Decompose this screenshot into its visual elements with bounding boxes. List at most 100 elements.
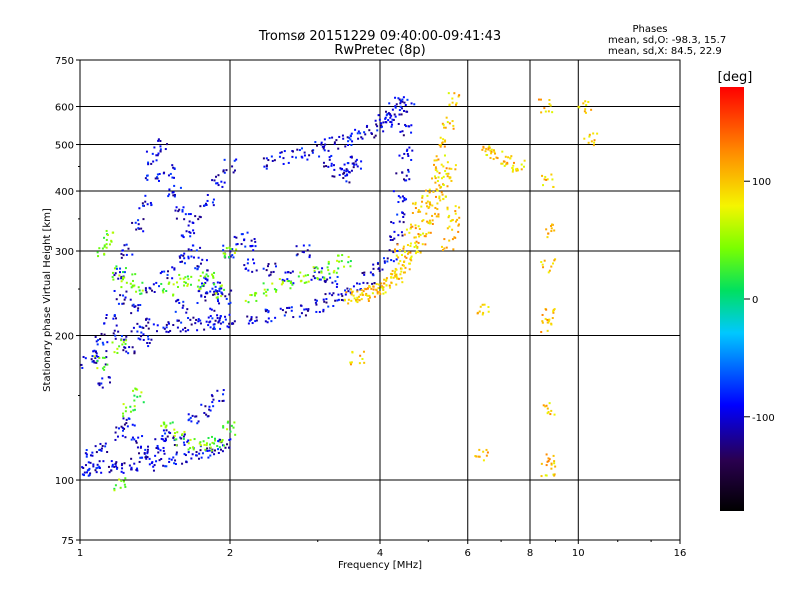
echo-point <box>442 197 445 200</box>
echo-point <box>94 335 97 338</box>
x-tick-label: 8 <box>527 548 533 559</box>
echo-point <box>481 148 484 151</box>
echo-point <box>181 234 184 237</box>
echo-point <box>108 471 111 474</box>
echo-point <box>119 294 122 297</box>
echo-point <box>144 200 147 203</box>
echo-point <box>401 100 404 103</box>
echo-point <box>428 205 431 208</box>
echo-point <box>231 254 234 257</box>
echo-point <box>328 272 331 275</box>
echo-point <box>394 96 397 99</box>
echo-point <box>231 165 234 168</box>
echo-point <box>266 265 269 268</box>
echo-point <box>221 399 224 402</box>
echo-point <box>549 413 552 416</box>
echo-point <box>321 145 324 148</box>
echo-point <box>175 217 178 220</box>
echo-point <box>213 283 216 286</box>
echo-point <box>183 218 186 221</box>
echo-point <box>112 278 115 281</box>
echo-point <box>144 448 147 451</box>
echo-point <box>546 178 549 181</box>
echo-point <box>139 292 142 295</box>
echo-point <box>550 173 553 176</box>
echo-point <box>231 322 234 325</box>
echo-point <box>217 320 220 323</box>
echo-point <box>392 276 395 279</box>
echo-point <box>455 102 458 105</box>
echo-point <box>434 206 437 209</box>
echo-point <box>145 317 148 320</box>
echo-point <box>389 235 392 238</box>
echo-point <box>450 219 453 222</box>
echo-point <box>146 203 149 206</box>
echo-point <box>458 216 461 219</box>
echo-point <box>104 363 107 366</box>
echo-point <box>376 292 379 295</box>
echo-point <box>323 277 326 280</box>
echo-point <box>173 184 176 187</box>
echo-point <box>116 347 119 350</box>
echo-point <box>99 442 102 445</box>
echo-point <box>147 163 150 166</box>
echo-point <box>270 320 273 323</box>
echo-point <box>157 152 160 155</box>
echo-point <box>204 202 207 205</box>
echo-point <box>349 260 352 263</box>
echo-point <box>85 455 88 458</box>
echo-point <box>361 293 364 296</box>
echo-point <box>295 245 298 248</box>
echo-point <box>96 360 99 363</box>
echo-point <box>308 154 311 157</box>
echo-point <box>187 413 190 416</box>
echo-point <box>235 243 238 246</box>
echo-point <box>223 444 226 447</box>
echo-point <box>414 236 417 239</box>
echo-point <box>208 449 211 452</box>
echo-point <box>481 313 484 316</box>
echo-point <box>494 152 497 155</box>
echo-point <box>380 285 383 288</box>
echo-point <box>401 281 404 284</box>
y-tick-label: 400 <box>55 187 74 198</box>
echo-point <box>207 456 210 459</box>
echo-point <box>226 325 229 328</box>
echo-point <box>105 246 108 249</box>
echo-point <box>127 247 130 250</box>
echo-point <box>169 329 172 332</box>
echo-point <box>105 317 108 320</box>
echo-point <box>202 285 205 288</box>
echo-point <box>496 157 499 160</box>
echo-point <box>443 238 446 241</box>
echo-point <box>210 449 213 452</box>
echo-point <box>168 193 171 196</box>
echo-point <box>348 136 351 139</box>
echo-point <box>476 312 479 315</box>
echo-point <box>349 265 352 268</box>
echo-point <box>286 306 289 309</box>
echo-point <box>167 174 170 177</box>
echo-point <box>356 289 359 292</box>
echo-point <box>377 267 380 270</box>
echo-point <box>203 204 206 207</box>
echo-point <box>189 213 192 216</box>
echo-point <box>551 262 554 265</box>
echo-point <box>503 164 506 167</box>
echo-point <box>187 442 190 445</box>
echo-point <box>404 250 407 253</box>
echo-point <box>421 220 424 223</box>
echo-point <box>294 156 297 159</box>
echo-point <box>386 113 389 116</box>
echo-point <box>139 456 142 459</box>
echo-point <box>337 254 340 257</box>
echo-point <box>546 460 549 463</box>
echo-point <box>82 355 85 358</box>
echo-point <box>98 449 101 452</box>
echo-point <box>516 167 519 170</box>
echo-point <box>321 267 324 270</box>
echo-point <box>437 215 440 218</box>
echo-point <box>152 469 155 472</box>
echo-point <box>307 274 310 277</box>
echo-point <box>131 279 134 282</box>
